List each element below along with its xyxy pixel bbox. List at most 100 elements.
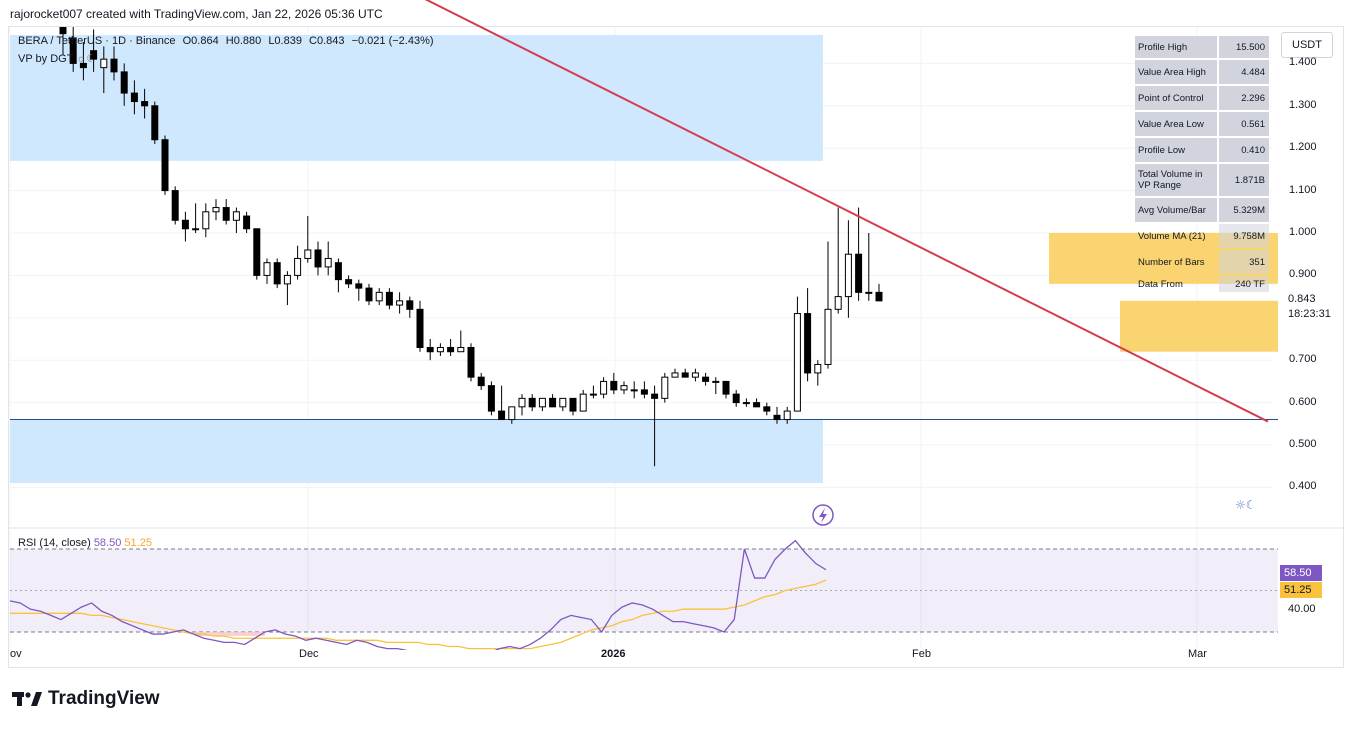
candle-body [620, 385, 628, 391]
rsi-level-label: 40.00 [1288, 603, 1316, 615]
rsi-ma-line [10, 579, 827, 650]
candle-body [508, 406, 516, 421]
candle-body [528, 397, 536, 408]
price-tick-label: 0.900 [1289, 268, 1317, 281]
high-value: H0.880 [225, 35, 262, 47]
vp-row-label: Value Area Low [1135, 112, 1217, 136]
rsi-ma-value: 51.25 [124, 537, 152, 549]
candle-body [855, 253, 863, 293]
candle-body [691, 372, 699, 378]
price-tick-label: 0.400 [1289, 480, 1317, 493]
vp-indicator-legend[interactable]: VP by DGT ☼☾ [18, 52, 96, 65]
candle-body [865, 291, 873, 294]
price-tick-label: 1.400 [1289, 56, 1317, 69]
rsi-lines [10, 539, 827, 650]
candle-body [69, 37, 77, 64]
candle-body [222, 207, 230, 221]
change-value: −0.021 (−2.43%) [351, 35, 434, 47]
candle-body [793, 313, 801, 412]
candle-body [814, 363, 822, 374]
candle-body [549, 397, 557, 408]
vp-row-label: Value Area High [1135, 60, 1217, 84]
vp-table-row: Avg Volume/Bar 5.329M [1135, 198, 1269, 222]
vp-row-value: 0.410 [1219, 138, 1269, 162]
candle-body [742, 402, 750, 405]
currency-button[interactable]: USDT [1281, 32, 1333, 58]
vp-table-row: Data From 240 TF [1135, 276, 1269, 292]
sun-moon-icon: ☼☾ [1235, 498, 1257, 512]
chart-frame [8, 26, 1344, 668]
vp-row-label: Profile Low [1135, 138, 1217, 162]
rsi-line [10, 539, 827, 650]
candle-body [834, 296, 842, 310]
candle-body [569, 397, 577, 412]
candle-body [283, 274, 291, 285]
vp-row-value: 351 [1219, 250, 1269, 274]
vp-row-value: 4.484 [1219, 60, 1269, 84]
candle-body [538, 397, 546, 408]
candle-body [671, 372, 679, 378]
price-tick-label: 0.600 [1289, 395, 1317, 408]
time-tick-label: 2026 [601, 648, 626, 660]
candle-body [559, 397, 567, 408]
candle-body [273, 262, 281, 285]
candle-body [181, 219, 189, 230]
lightning-icon-glyph [819, 508, 827, 523]
vp-table-row: Volume MA (21) 9.758M [1135, 224, 1269, 248]
candle-body [171, 190, 179, 221]
candle-body [314, 249, 322, 268]
candle-body [406, 300, 414, 310]
trendline [424, 0, 1269, 423]
time-tick-label: Mar [1188, 648, 1207, 660]
candle-body [589, 393, 597, 396]
candle-body [100, 58, 108, 69]
value-area-zone-upper [10, 35, 823, 161]
vp-row-label: Profile High [1135, 36, 1217, 58]
candle-body [334, 262, 342, 281]
candle-body [212, 207, 220, 213]
symbol-label[interactable]: BERA / TetherUS · 1D · Binance [18, 35, 176, 47]
vp-table-row: Point of Control 2.296 [1135, 86, 1269, 110]
candle-body [518, 397, 526, 408]
vp-gold-zone-lower [1120, 300, 1278, 352]
candle-body [396, 300, 404, 306]
rsi-value: 58.50 [93, 537, 122, 549]
rsi-label: RSI (14, close) [18, 537, 91, 549]
tradingview-logo-icon [12, 692, 42, 706]
candle-body [263, 262, 271, 276]
candle-body [498, 410, 506, 421]
vp-row-label: Data From [1138, 278, 1183, 290]
tradingview-logo[interactable]: TradingView [12, 688, 160, 710]
candle-body [681, 372, 689, 378]
candle-body [345, 279, 353, 285]
price-tick-label: 1.000 [1289, 226, 1317, 238]
candle-body [385, 291, 393, 306]
vp-table-row: Profile Low 0.410 [1135, 138, 1269, 162]
candle-body [630, 389, 638, 392]
rsi-oversold-fill [195, 632, 265, 636]
vp-row-value: 240 TF [1219, 276, 1269, 292]
candle-body [141, 101, 149, 107]
vp-row-label: Total Volume in VP Range [1135, 164, 1217, 196]
candle-body [90, 50, 98, 60]
low-value: L0.839 [268, 35, 302, 47]
candle-body [732, 393, 740, 404]
candle-body [324, 257, 332, 268]
current-price-label: 0.843 [1288, 293, 1316, 305]
candle-body [773, 414, 781, 421]
candle-body [426, 346, 434, 353]
time-tick-label: ov [10, 648, 22, 660]
candle-body [702, 376, 710, 382]
price-tick-label: 0.500 [1289, 438, 1317, 450]
candle-body [610, 380, 618, 391]
vp-row-value: 9.758M [1219, 224, 1269, 248]
rsi-value-tag: 58.50 [1280, 565, 1322, 581]
candle-body [436, 346, 444, 353]
vp-row-label: Point of Control [1135, 86, 1217, 110]
time-tick-label: Dec [299, 648, 319, 660]
rsi-legend[interactable]: RSI (14, close) 58.50 51.25 [18, 537, 152, 549]
vp-row-value: 5.329M [1219, 198, 1269, 222]
candle-countdown: 18:23:31 [1288, 308, 1331, 320]
vp-row-value: 15.500 [1219, 36, 1269, 58]
